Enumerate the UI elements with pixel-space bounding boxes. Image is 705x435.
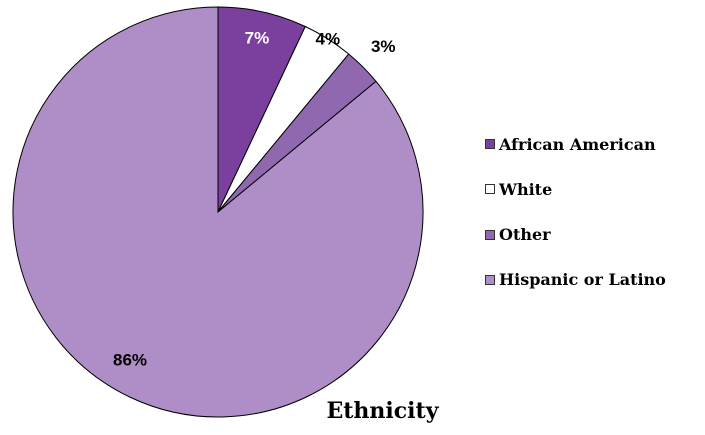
legend-swatch-african-american (485, 139, 495, 149)
pie-slice-hispanic-or-latino (12, 6, 424, 418)
pie-data-label: 4% (316, 29, 341, 48)
legend-label: African American (499, 134, 656, 154)
pie-data-label: 86% (113, 351, 147, 370)
pie-data-label: 3% (371, 37, 396, 56)
legend-label: Other (499, 225, 551, 245)
legend-item-hispanic-or-latino: Hispanic or Latino (485, 269, 703, 291)
legend-label: Hispanic or Latino (499, 270, 666, 290)
legend-item-african-american: African American (485, 133, 703, 155)
legend-item-other: Other (485, 224, 703, 246)
pie-data-label: 7% (245, 28, 270, 47)
legend-item-white: White (485, 178, 703, 200)
legend-swatch-hispanic-or-latino (485, 274, 495, 285)
legend-swatch-other (485, 229, 495, 240)
legend: African American White Other Hispanic or… (485, 133, 703, 314)
legend-swatch-white (485, 184, 495, 195)
legend-label: White (499, 179, 553, 199)
chart-title: Ethnicity (326, 398, 439, 424)
